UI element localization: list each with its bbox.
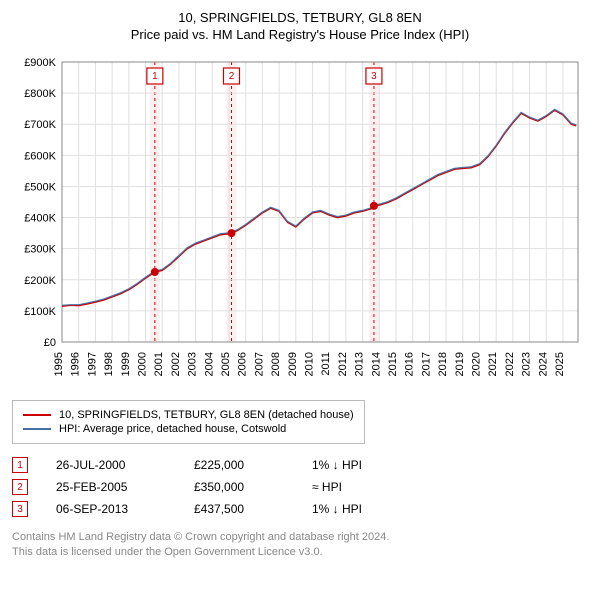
x-tick-label: 2021 [487, 352, 499, 376]
x-tick-label: 2015 [387, 352, 399, 376]
x-tick-label: 2001 [153, 352, 165, 376]
sale-row-date: 06-SEP-2013 [56, 502, 166, 516]
y-tick-label: £900K [24, 57, 56, 69]
sale-row-date: 26-JUL-2000 [56, 458, 166, 472]
legend-swatch [23, 428, 51, 430]
sale-point [227, 229, 235, 237]
sale-row-marker: 3 [12, 501, 28, 517]
chart-subtitle: Price paid vs. HM Land Registry's House … [12, 27, 588, 42]
y-tick-label: £700K [24, 119, 56, 131]
chart-plot-area: £0 £100K £200K £300K £400K £500K £600K £700K £80… [12, 52, 588, 392]
x-tick-label: 2012 [337, 352, 349, 376]
legend-item: 10, SPRINGFIELDS, TETBURY, GL8 8EN (deta… [23, 409, 354, 421]
x-tick-label: 2013 [354, 352, 366, 376]
sale-row-date: 25-FEB-2005 [56, 480, 166, 494]
y-tick-label: £600K [24, 150, 56, 162]
y-tick-label: £100K [24, 306, 56, 318]
legend-label: HPI: Average price, detached house, Cots… [59, 423, 286, 435]
x-tick-label: 2011 [320, 352, 332, 376]
footnote-line: Contains HM Land Registry data © Crown c… [12, 530, 588, 545]
x-tick-label: 2010 [303, 352, 315, 376]
x-tick-label: 2022 [504, 352, 516, 376]
x-tick-label: 1998 [103, 352, 115, 376]
x-tick-label: 2006 [237, 352, 249, 376]
sale-row-price: £225,000 [194, 458, 284, 472]
sale-row-price: £350,000 [194, 480, 284, 494]
y-tick-label: £200K [24, 275, 56, 287]
x-tick-label: 2003 [187, 352, 199, 376]
x-tick-label: 2025 [554, 352, 566, 376]
sale-row-delta: ≈ HPI [312, 480, 402, 494]
y-tick-label: £800K [24, 88, 56, 100]
x-tick-label: 2016 [404, 352, 416, 376]
x-tick-label: 1995 [53, 352, 65, 376]
sales-table: 1 26-JUL-2000 £225,000 1% ↓ HPI 2 25-FEB-2005… [12, 454, 588, 520]
x-tick-label: 2008 [270, 352, 282, 376]
x-tick-label: 2007 [253, 352, 265, 376]
sale-point [151, 268, 159, 276]
sale-marker-number: 2 [229, 71, 235, 82]
sale-marker-number: 3 [371, 71, 377, 82]
x-tick-label: 2019 [454, 352, 466, 376]
chart-title: 10, SPRINGFIELDS, TETBURY, GL8 8EN [12, 10, 588, 25]
sale-row-marker: 2 [12, 479, 28, 495]
sales-row: 1 26-JUL-2000 £225,000 1% ↓ HPI [12, 454, 588, 476]
x-tick-label: 2004 [203, 352, 215, 376]
x-tick-label: 2014 [370, 352, 382, 376]
legend-swatch [23, 414, 51, 416]
legend-label: 10, SPRINGFIELDS, TETBURY, GL8 8EN (deta… [59, 409, 354, 421]
x-tick-label: 2018 [437, 352, 449, 376]
footnote-line: This data is licensed under the Open Gov… [12, 545, 588, 560]
sales-row: 2 25-FEB-2005 £350,000 ≈ HPI [12, 476, 588, 498]
sale-row-delta: 1% ↓ HPI [312, 458, 402, 472]
x-tick-label: 2024 [537, 352, 549, 376]
y-tick-label: £400K [24, 213, 56, 225]
y-tick-label: £500K [24, 181, 56, 193]
x-tick-label: 1999 [120, 352, 132, 376]
x-tick-label: 1996 [70, 352, 82, 376]
x-tick-label: 2017 [420, 352, 432, 376]
sale-row-marker: 1 [12, 457, 28, 473]
x-tick-label: 2000 [136, 352, 148, 376]
line-chart-svg: £0 £100K £200K £300K £400K £500K £600K £700K £80… [12, 52, 588, 392]
sale-row-delta: 1% ↓ HPI [312, 502, 402, 516]
chart-container: 10, SPRINGFIELDS, TETBURY, GL8 8EN Price… [0, 0, 600, 568]
sale-row-price: £437,500 [194, 502, 284, 516]
sale-point [370, 202, 378, 210]
y-tick-label: £0 [44, 337, 56, 349]
y-tick-label: £300K [24, 244, 56, 256]
x-tick-label: 2023 [521, 352, 533, 376]
x-tick-label: 2020 [470, 352, 482, 376]
x-tick-label: 2002 [170, 352, 182, 376]
x-tick-label: 1997 [86, 352, 98, 376]
sale-marker-number: 1 [152, 71, 158, 82]
x-tick-label: 2005 [220, 352, 232, 376]
x-tick-label: 2009 [287, 352, 299, 376]
legend: 10, SPRINGFIELDS, TETBURY, GL8 8EN (deta… [12, 400, 365, 444]
sales-row: 3 06-SEP-2013 £437,500 1% ↓ HPI [12, 498, 588, 520]
footnote: Contains HM Land Registry data © Crown c… [12, 530, 588, 560]
legend-item: HPI: Average price, detached house, Cots… [23, 423, 354, 435]
